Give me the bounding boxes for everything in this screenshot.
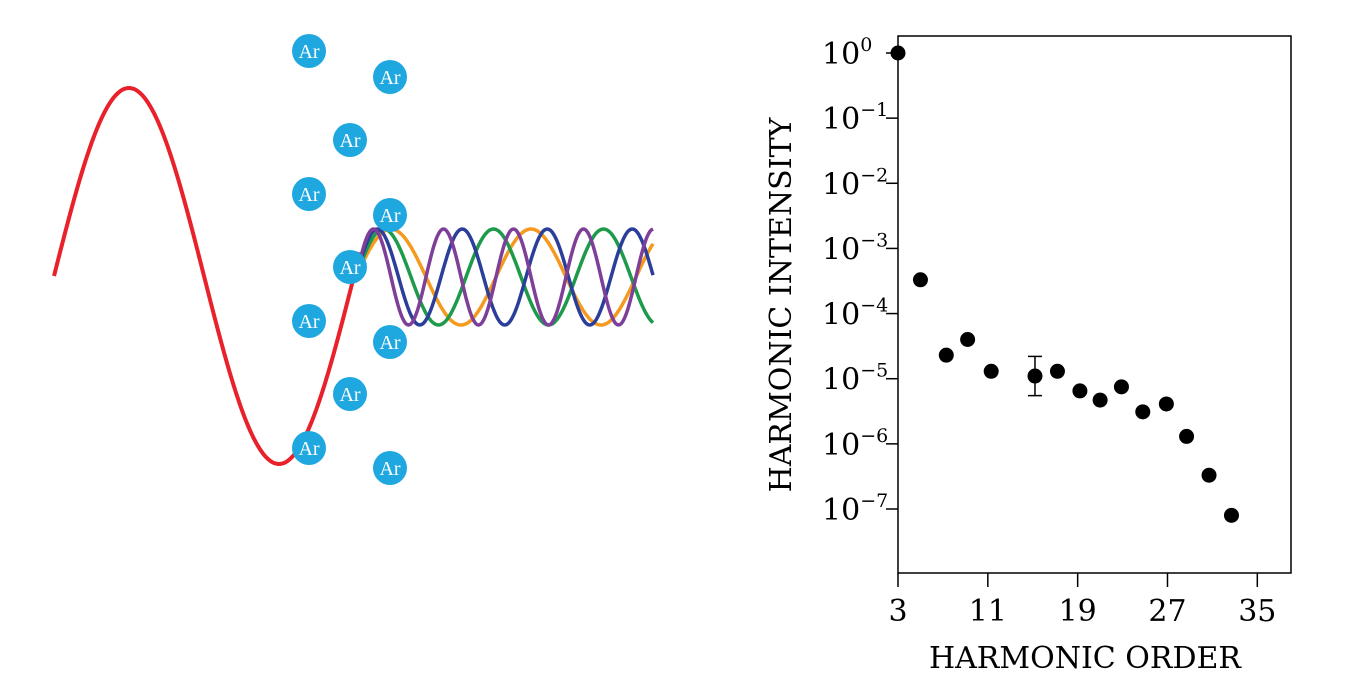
data-point (1158, 396, 1174, 412)
y-tick-label: 100 (822, 34, 872, 72)
y-tick-label: 10−5 (822, 360, 888, 398)
x-tick-label: 35 (1238, 594, 1276, 629)
argon-atom: Ar (373, 60, 407, 94)
y-tick-label: 10−4 (822, 295, 888, 333)
y-tick-label: 10−6 (822, 425, 888, 463)
argon-atom: Ar (292, 34, 326, 68)
data-point (1072, 383, 1088, 399)
x-axis-title: HARMONIC ORDER (929, 641, 1242, 676)
data-point (1201, 467, 1217, 483)
atom-label: Ar (339, 130, 360, 152)
data-point (1049, 363, 1065, 379)
y-tick-label: 10−1 (822, 99, 888, 137)
data-point (1113, 379, 1129, 395)
argon-atom: Ar (373, 325, 407, 359)
y-tick-label: 10−2 (822, 164, 888, 202)
argon-atom: Ar (373, 198, 407, 232)
harmonic-wave-orange (354, 227, 655, 327)
harmonic-waves (354, 227, 655, 327)
data-point (960, 331, 976, 347)
atom-label: Ar (298, 184, 319, 206)
harmonic-wave-purple (354, 227, 654, 327)
x-tick-label: 27 (1148, 594, 1186, 629)
argon-atom: Ar (333, 123, 367, 157)
x-tick-label: 3 (888, 594, 907, 629)
atom-circle (292, 34, 326, 68)
data-point (938, 347, 954, 363)
x-tick-label: 11 (969, 594, 1007, 629)
atom-label: Ar (298, 311, 319, 333)
y-axis: 100 10−1 10−2 10−3 10−4 10−5 10−6 10−7 (822, 34, 898, 528)
atom-circle (292, 177, 326, 211)
atom-circle (373, 325, 407, 359)
atom-label: Ar (339, 257, 360, 279)
data-point (1135, 404, 1151, 420)
argon-atoms: Ar Ar Ar Ar Ar Ar Ar Ar Ar Ar Ar (292, 34, 407, 485)
x-axis: 3 11 19 27 35 (888, 573, 1276, 629)
argon-atom: Ar (292, 431, 326, 465)
atom-label: Ar (379, 67, 400, 89)
y-tick-label: 10−3 (822, 229, 888, 267)
atom-circle (333, 377, 367, 411)
data-points (890, 45, 1239, 523)
data-point (1092, 392, 1108, 408)
atom-circle (373, 198, 407, 232)
atom-circle (373, 451, 407, 485)
atom-label: Ar (339, 384, 360, 406)
y-tick-label: 10−7 (822, 490, 888, 528)
data-point (912, 272, 928, 288)
atom-label: Ar (298, 438, 319, 460)
atom-circle (292, 431, 326, 465)
atom-label: Ar (298, 41, 319, 63)
driving-laser-wave (52, 86, 362, 466)
hhg-illustration: Ar Ar Ar Ar Ar Ar Ar Ar Ar Ar Ar (52, 34, 655, 485)
atom-circle (333, 123, 367, 157)
atom-label: Ar (379, 332, 400, 354)
data-point (890, 45, 906, 61)
atom-label: Ar (379, 205, 400, 227)
argon-atom: Ar (292, 304, 326, 338)
data-point (983, 363, 999, 379)
argon-atom: Ar (333, 250, 367, 284)
data-point (1027, 368, 1043, 384)
harmonic-wave-blue (354, 227, 655, 327)
atom-label: Ar (379, 458, 400, 480)
x-tick-label: 19 (1059, 594, 1097, 629)
argon-atom: Ar (373, 451, 407, 485)
atom-circle (292, 304, 326, 338)
harmonic-wave-green (354, 227, 655, 327)
argon-atom: Ar (333, 377, 367, 411)
data-point (1179, 428, 1195, 444)
y-axis-title: HARMONIC INTENSITY (764, 116, 799, 492)
plot-frame (897, 35, 1292, 574)
argon-atom: Ar (292, 177, 326, 211)
data-point (1223, 507, 1239, 523)
atom-circle (333, 250, 367, 284)
atom-circle (373, 60, 407, 94)
